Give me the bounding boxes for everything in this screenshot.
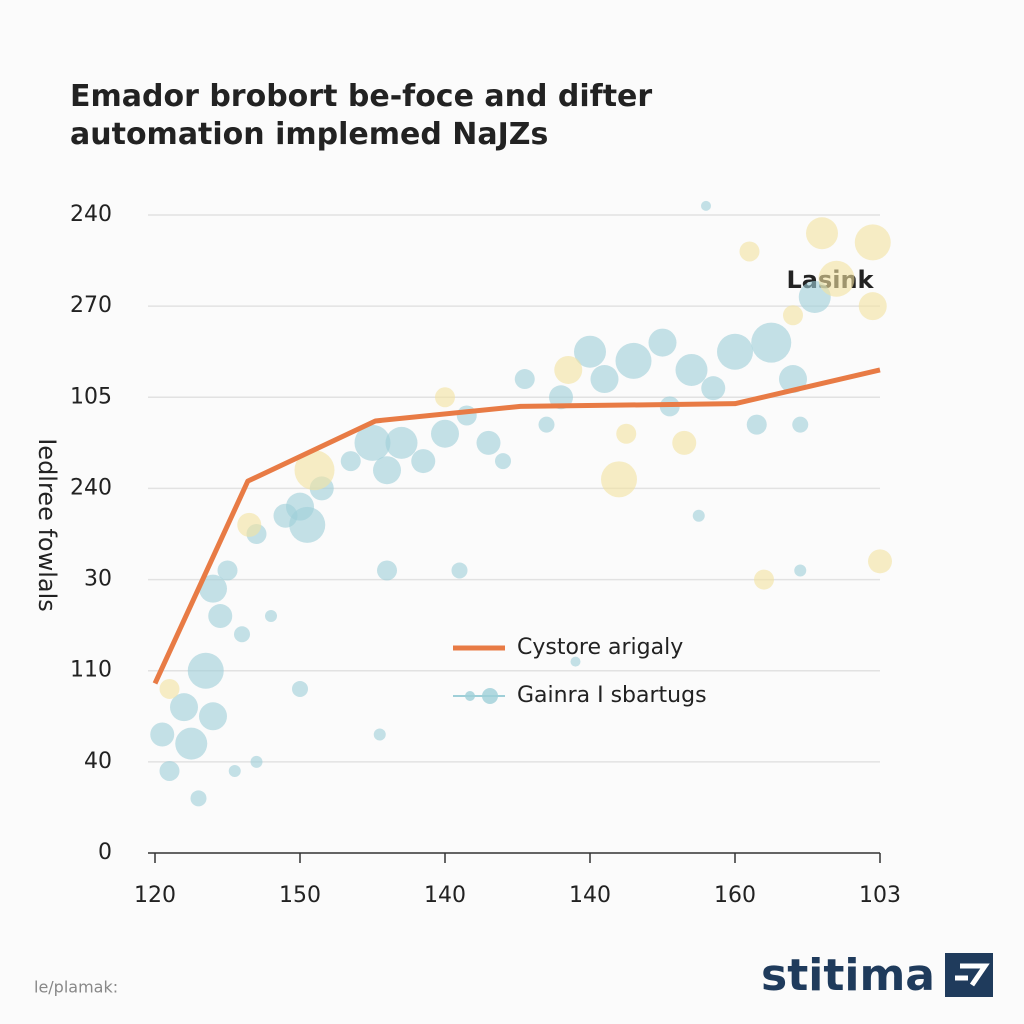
- bubble: [411, 449, 436, 474]
- bubble: [199, 574, 227, 603]
- line: [152, 367, 881, 685]
- bubble: [476, 430, 501, 455]
- bubble: [373, 728, 386, 741]
- y-tick-label: 110: [70, 658, 112, 683]
- bubble: [175, 727, 208, 760]
- bubble: [538, 416, 555, 433]
- y-axis-label: Iedlree fowlals: [33, 438, 61, 612]
- legend-label: Gainra I sbartugs: [517, 683, 707, 708]
- bubble: [514, 369, 535, 390]
- bubble: [385, 426, 418, 459]
- bubble: [354, 424, 391, 461]
- bubble: [431, 419, 459, 448]
- bubble: [615, 342, 652, 379]
- y-tick-label: 0: [98, 840, 112, 865]
- bubble: [570, 656, 581, 667]
- bubble: [159, 760, 180, 781]
- bubble: [754, 569, 774, 590]
- bubble: [717, 333, 753, 370]
- y-tick-label: 105: [70, 384, 112, 409]
- bubble: [435, 387, 455, 408]
- bubble: [854, 224, 891, 261]
- bubble: [456, 405, 477, 426]
- logo-icon-mark: [955, 963, 990, 987]
- bubble: [783, 305, 803, 326]
- y-tick-label: 270: [70, 293, 112, 318]
- bubble: [648, 328, 677, 357]
- bubble: [601, 461, 637, 498]
- y-tick-label: 40: [84, 749, 112, 774]
- x-tick-label: 150: [279, 883, 321, 908]
- bubble: [250, 755, 263, 768]
- bubble: [495, 453, 511, 470]
- bubble: [868, 549, 892, 574]
- chart-title: Emador brobort be-foce and difter automat…: [70, 79, 652, 152]
- bubble: [792, 416, 809, 433]
- y-tick-label: 30: [84, 567, 112, 592]
- bubble: [340, 451, 361, 472]
- bubble: [574, 335, 606, 368]
- footer: le/plamak:: [34, 978, 118, 997]
- bubble: [554, 355, 583, 384]
- bubble: [159, 678, 180, 699]
- bubble: [289, 506, 326, 543]
- legend-label: Cystore arigaly: [517, 635, 683, 660]
- bubble: [150, 722, 175, 747]
- bubble: [237, 512, 262, 537]
- bubble: [794, 564, 807, 577]
- legend-swatch: [482, 688, 498, 704]
- x-tick-label: 103: [859, 883, 901, 908]
- bubble: [228, 764, 241, 777]
- x-tick-label: 120: [134, 883, 176, 908]
- bubble: [170, 693, 198, 722]
- bubble: [190, 790, 207, 807]
- bubble: [217, 560, 238, 581]
- bubble: [549, 385, 573, 410]
- y-tick-label: 240: [70, 202, 112, 227]
- bubble: [199, 702, 227, 731]
- bubble: [616, 423, 637, 444]
- x-tick-label: 140: [569, 883, 611, 908]
- bubble: [818, 260, 855, 297]
- bubble: [377, 560, 397, 581]
- bubble: [751, 322, 792, 363]
- bubble: [701, 376, 726, 401]
- bubble: [692, 509, 705, 522]
- y-tick-label: 240: [70, 475, 112, 500]
- bubble: [208, 604, 233, 629]
- logo: stitima: [761, 950, 935, 1001]
- bubble: [672, 430, 697, 455]
- legend-swatch: [465, 691, 475, 701]
- bubble: [806, 217, 838, 250]
- bubble: [739, 241, 760, 262]
- bubble: [292, 680, 308, 697]
- x-tick-label: 140: [424, 883, 466, 908]
- bubble: [858, 292, 887, 321]
- bubble: [265, 610, 277, 623]
- bubble: [590, 365, 619, 394]
- x-tick-label: 160: [714, 883, 756, 908]
- bubble: [675, 353, 708, 386]
- bubble: [294, 450, 335, 491]
- bubble: [451, 562, 468, 579]
- bubble: [234, 626, 250, 643]
- bubble: [373, 456, 401, 485]
- bubble: [746, 414, 767, 435]
- bubble: [187, 652, 224, 689]
- logo-icon: [945, 953, 993, 997]
- bubble: [701, 200, 711, 211]
